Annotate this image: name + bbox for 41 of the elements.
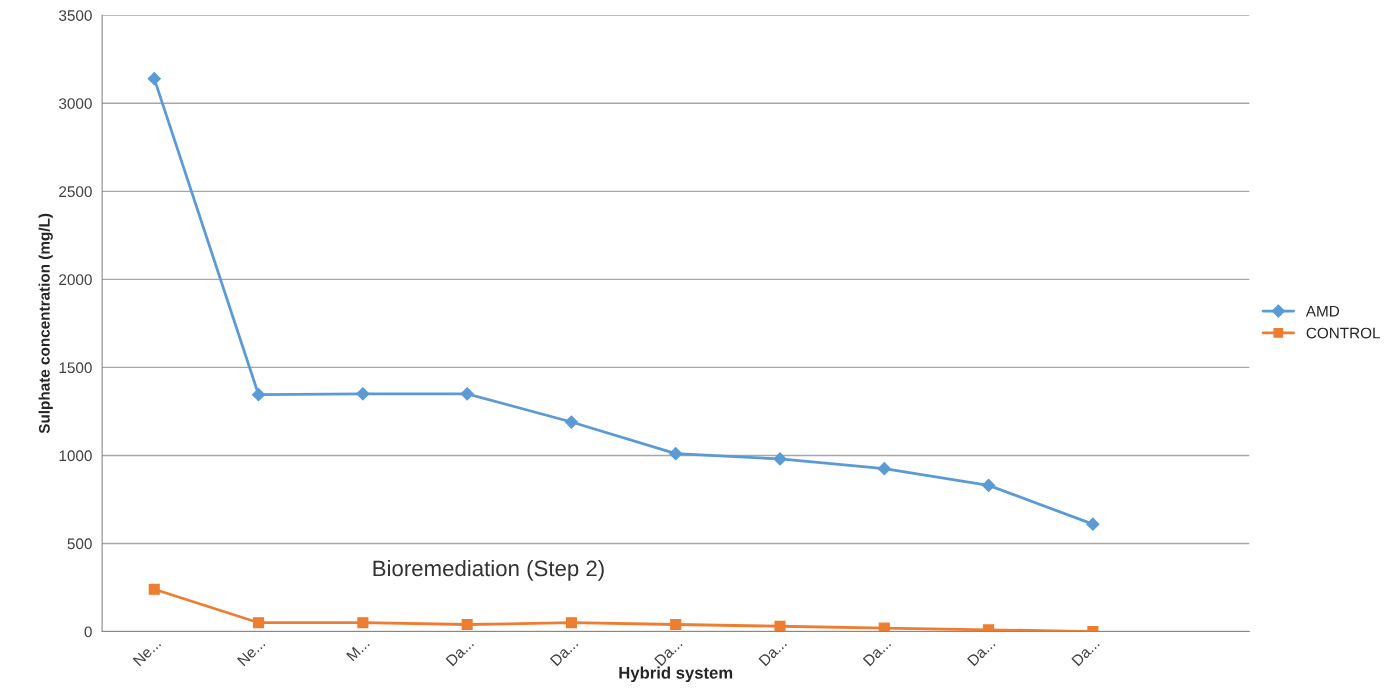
point: [1086, 517, 1100, 531]
point: [564, 415, 579, 429]
point: [878, 622, 890, 632]
legend-label: CONTROL: [1306, 327, 1381, 339]
y-tick-label: 1500: [59, 362, 92, 374]
x-tick-label: Da...: [654, 637, 683, 667]
x-tick-label: Da...: [758, 637, 787, 667]
point: [670, 618, 682, 631]
x-tick-label: Da...: [967, 637, 996, 667]
y-tick-label: 3000: [59, 98, 92, 109]
point: [877, 462, 891, 476]
x-tick-label: Da...: [549, 637, 579, 667]
point: [981, 478, 996, 492]
y-tick-label: 2500: [59, 186, 92, 198]
point: [148, 583, 160, 595]
x-tick-label: M...: [346, 637, 370, 662]
point: [251, 388, 266, 402]
point: [774, 620, 786, 632]
point: [461, 618, 473, 631]
annotation: Bioremediation (Step 2): [373, 559, 604, 581]
legend-label: AMD: [1305, 305, 1340, 317]
point: [357, 617, 369, 629]
point: [460, 387, 474, 401]
y-tick-label: 2000: [59, 274, 92, 286]
y-tick-label: 500: [67, 538, 92, 550]
y-axis-title: Sulphate concentration (mg/L): [38, 213, 53, 434]
y-tick-label: 1000: [59, 450, 92, 462]
x-tick-label: Da...: [1071, 637, 1100, 667]
x-axis-title: Hybrid system: [619, 666, 733, 683]
y-tick-label: 3500: [59, 10, 92, 21]
y-tick-label: 0: [84, 626, 92, 638]
x-tick-label: Da...: [862, 637, 892, 667]
point: [147, 72, 161, 86]
point: [356, 387, 370, 401]
x-tick-label: Ne...: [237, 637, 266, 667]
point: [565, 617, 577, 629]
point: [773, 452, 787, 466]
point: [253, 617, 265, 629]
x-tick-label: Ne...: [132, 637, 162, 667]
x-tick-label: Da...: [445, 637, 475, 667]
point: [669, 447, 683, 461]
